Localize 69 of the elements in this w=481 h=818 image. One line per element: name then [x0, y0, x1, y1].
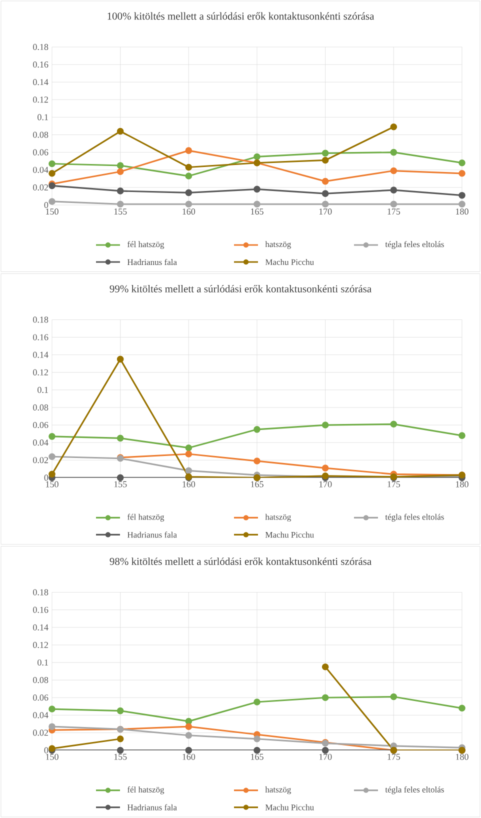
y-tick-label: 0.08: [33, 404, 48, 411]
y-tick-label: 0.18: [33, 589, 48, 596]
y-tick-label: 0.16: [33, 334, 48, 340]
legend-label: Machu Picchu: [265, 259, 314, 265]
legend-label: tégla feles eltolás: [385, 514, 444, 522]
x-tick-label: 155: [114, 481, 127, 488]
x-tick-label: 170: [319, 481, 332, 488]
x-tick-label: 160: [182, 754, 196, 760]
y-tick-label: 0.04: [33, 440, 48, 446]
chart-title: 98% kitöltés mellett a súrlódási erők kontaktusonkénti szórása: [110, 558, 372, 566]
x-tick-label: 180: [456, 481, 468, 488]
y-tick-label: 0.02: [33, 730, 48, 736]
legend-label: Machu Picchu: [265, 804, 314, 810]
y-tick-label: 0.04: [33, 166, 48, 173]
y-tick-label: 0.16: [33, 606, 48, 613]
y-tick-label: 0.12: [33, 369, 48, 376]
x-tick-label: 150: [46, 754, 58, 760]
legend-label: fél hatszög: [127, 241, 164, 249]
y-tick-label: 0.06: [33, 694, 48, 701]
x-tick-label: 155: [114, 754, 127, 760]
x-tick-label: 165: [251, 754, 264, 760]
y-tick-label: 0.04: [33, 712, 48, 718]
chart-title: 100% kitöltés mellett a súrlódási erők kontaktusonkénti szórása: [108, 12, 374, 20]
x-tick-label: 180: [456, 754, 468, 760]
x-tick-label: 165: [251, 208, 264, 215]
legend-label: fél hatszög: [127, 514, 164, 522]
y-tick-label: 0.14: [33, 624, 48, 630]
y-tick-label: 0.18: [33, 316, 48, 323]
legend-label: Machu Picchu: [265, 532, 314, 538]
x-tick-label: 175: [388, 754, 400, 760]
x-tick-label: 160: [182, 481, 196, 488]
legend-label: tégla feles eltolás: [385, 786, 444, 794]
y-tick-label: 0: [44, 747, 48, 754]
y-tick-label: 0: [44, 474, 48, 481]
y-tick-label: 0.02: [33, 457, 48, 464]
chart-title: 99% kitöltés mellett a súrlódási erők kontaktusonkénti szórása: [110, 284, 372, 292]
y-tick-label: 0.12: [33, 96, 48, 103]
x-tick-label: 160: [182, 208, 196, 215]
legend-label: hatszög: [265, 786, 292, 794]
y-tick-label: 0.06: [33, 149, 48, 156]
x-tick-label: 150: [46, 208, 58, 215]
x-tick-label: 165: [251, 481, 264, 488]
y-tick-label: 0.08: [33, 132, 48, 138]
y-tick-label: 0.1: [38, 386, 48, 393]
y-tick-label: 0.06: [33, 422, 48, 428]
y-tick-label: 0.16: [33, 61, 48, 68]
legend-label: hatszög: [265, 514, 292, 522]
legend-label: Hadrianus fala: [127, 804, 177, 810]
legend-label: fél hatszög: [127, 786, 164, 794]
x-tick-label: 175: [388, 481, 400, 488]
y-tick-label: 0.18: [33, 44, 48, 50]
x-tick-label: 170: [319, 754, 332, 760]
x-tick-label: 170: [319, 208, 332, 215]
legend-label: Hadrianus fala: [127, 532, 177, 538]
x-tick-label: 155: [114, 208, 127, 215]
legend-label: Hadrianus fala: [127, 258, 177, 266]
y-tick-label: 0.1: [38, 114, 48, 120]
legend-label: hatszög: [265, 241, 292, 249]
y-tick-label: 0: [44, 202, 48, 208]
legend-label: tégla feles eltolás: [385, 241, 444, 249]
x-tick-label: 180: [456, 208, 468, 215]
y-tick-label: 0.08: [33, 677, 48, 684]
y-tick-label: 0.12: [33, 642, 48, 648]
x-tick-label: 150: [46, 481, 58, 488]
y-tick-label: 0.02: [33, 184, 48, 190]
x-tick-label: 175: [388, 208, 400, 215]
y-tick-label: 0.14: [33, 352, 48, 358]
y-tick-label: 0.14: [33, 79, 48, 86]
y-tick-label: 0.1: [38, 659, 48, 666]
